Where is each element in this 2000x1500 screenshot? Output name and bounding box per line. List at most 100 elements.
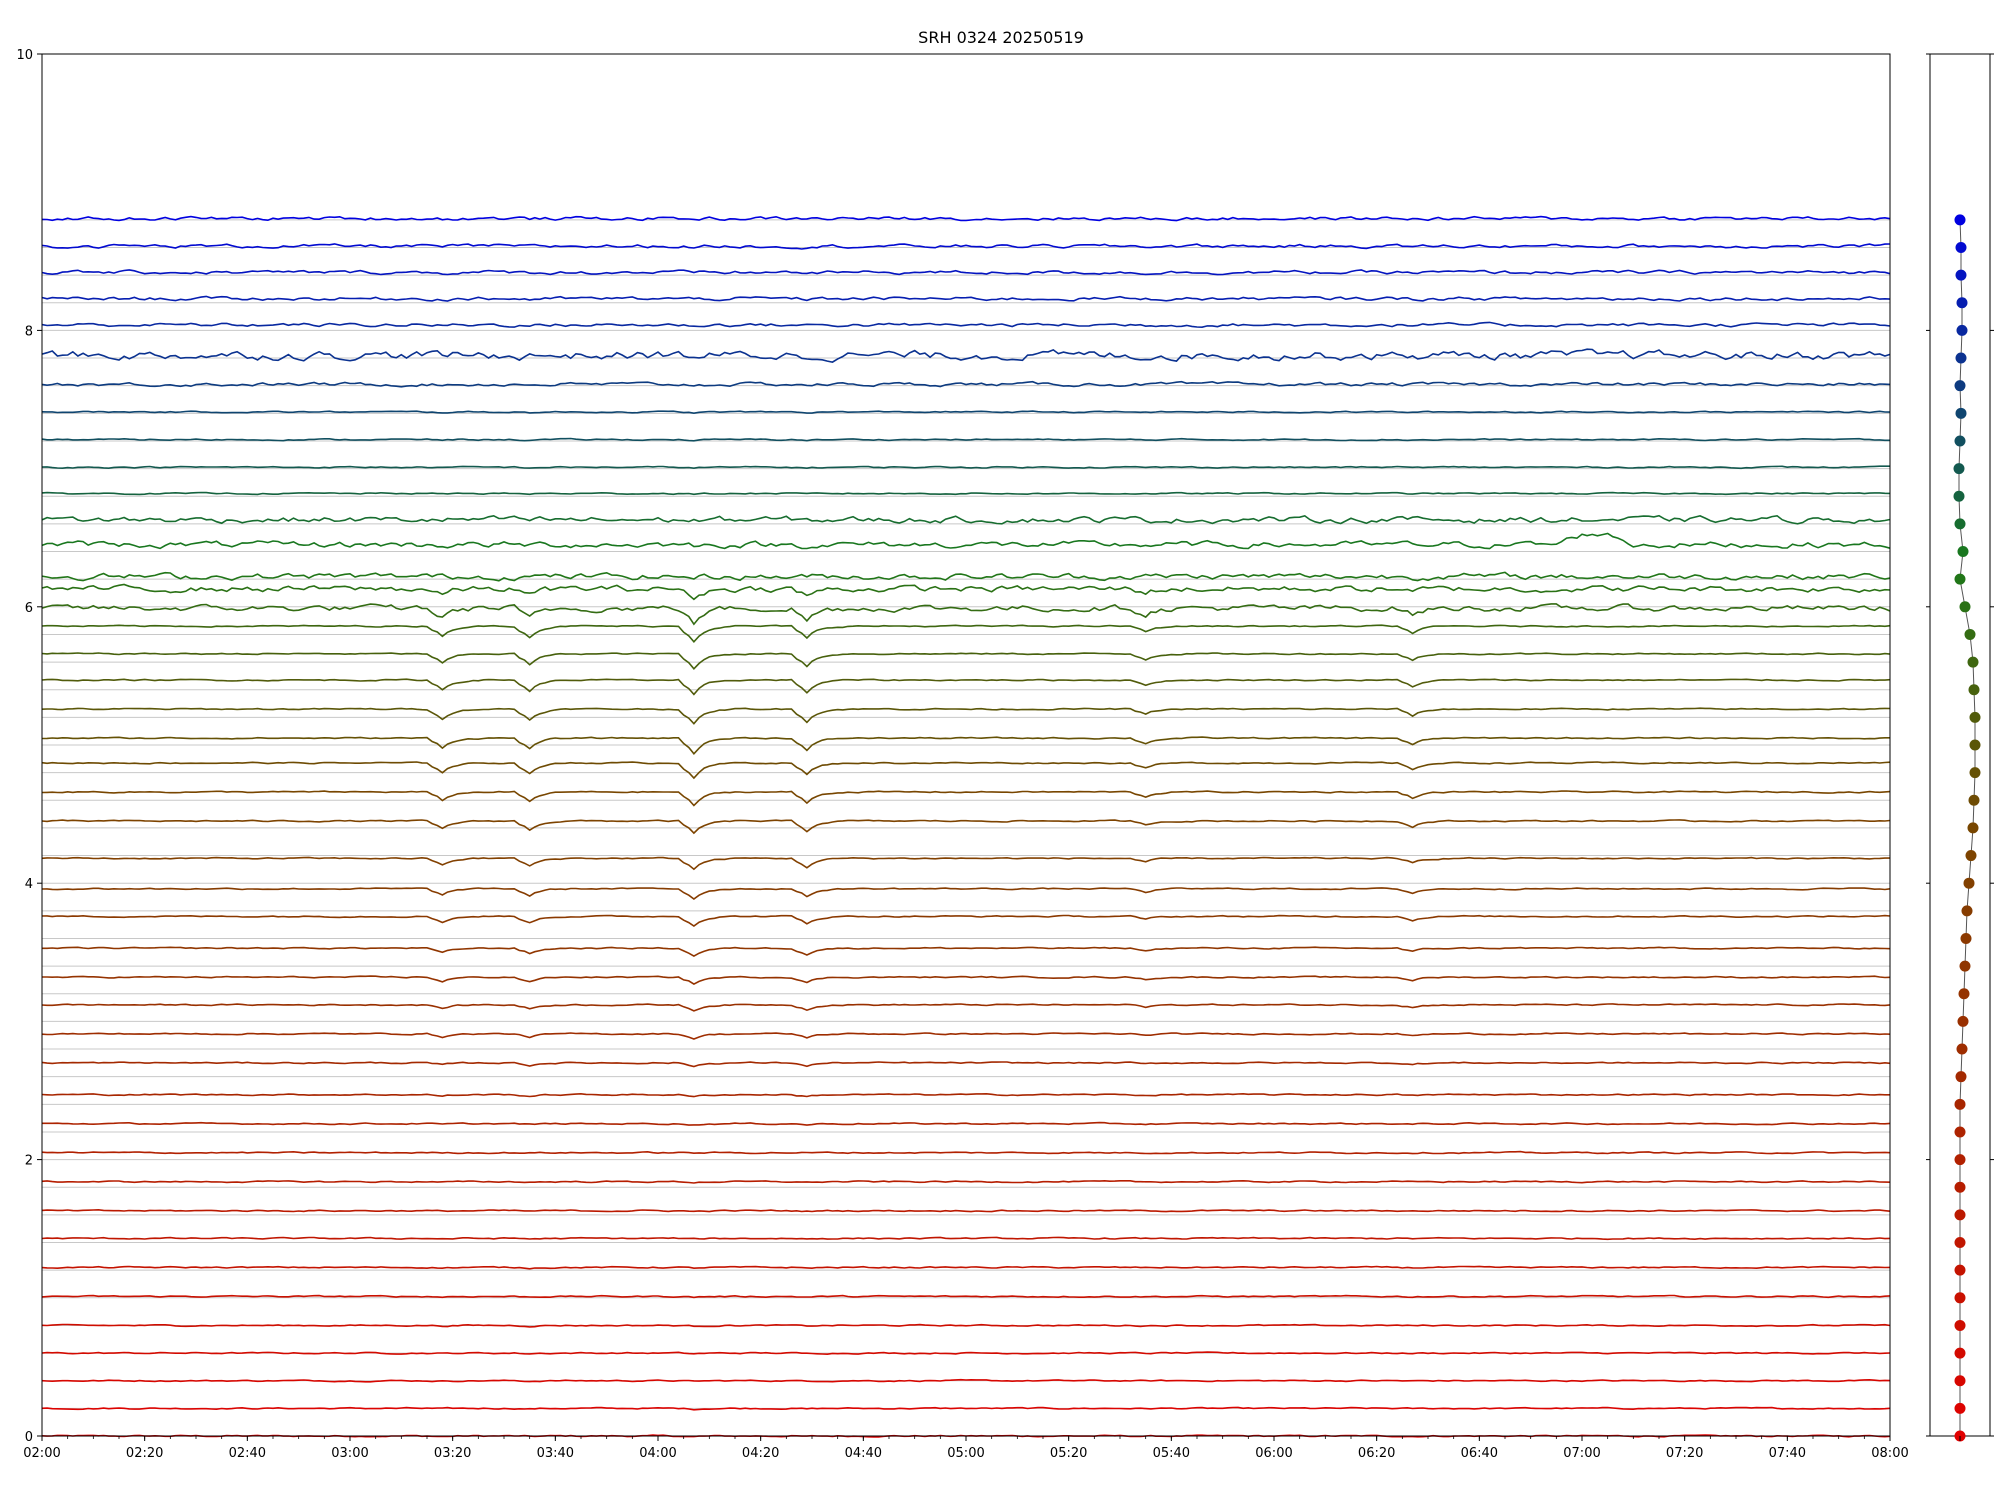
x-tick-label: 06:40: [1461, 1446, 1498, 1461]
side-point: [1956, 324, 1968, 336]
x-tick-label: 06:00: [1255, 1446, 1292, 1461]
side-point: [1959, 601, 1971, 613]
side-point: [1968, 684, 1980, 696]
side-scatter-panel: [1926, 53, 1994, 1442]
series-line: [41, 269, 1891, 276]
side-point: [1954, 1154, 1966, 1166]
side-point: [1957, 546, 1969, 558]
side-point: [1953, 463, 1965, 475]
series-line: [41, 380, 1891, 388]
series-line: [41, 761, 1891, 780]
series-line: [41, 1092, 1890, 1098]
series-line: [41, 243, 1891, 250]
x-tick-label: 07:40: [1769, 1446, 1806, 1461]
side-point: [1954, 573, 1966, 585]
series-line: [41, 914, 1891, 927]
x-tick-label: 02:00: [23, 1446, 60, 1461]
x-tick-label: 05:40: [1153, 1446, 1190, 1461]
side-point: [1954, 1181, 1966, 1193]
side-point: [1954, 1319, 1966, 1331]
series-line: [41, 707, 1891, 725]
side-point: [1956, 1043, 1968, 1055]
side-y-ticks: [1926, 53, 1994, 1441]
y-tick-label: 8: [25, 324, 33, 339]
series-line: [41, 1179, 1891, 1184]
side-point: [1961, 905, 1973, 917]
y-tick-label: 4: [25, 877, 33, 892]
x-tick-label: 05:20: [1050, 1446, 1087, 1461]
series-line: [41, 295, 1891, 302]
series-line: [41, 856, 1890, 871]
side-points: [1953, 214, 1981, 1442]
series-line: [41, 1378, 1891, 1383]
series-line: [41, 532, 1891, 550]
side-point: [1954, 1237, 1966, 1249]
x-tick-label: 07:00: [1563, 1446, 1600, 1461]
side-point: [1953, 490, 1965, 502]
series-line: [41, 819, 1891, 835]
series-line: [41, 1351, 1891, 1356]
series-line: [41, 1236, 1891, 1241]
side-point: [1958, 988, 1970, 1000]
side-point: [1954, 214, 1966, 226]
x-axis-ticks: 02:00 02:20 02:40 03:00 03:20 03:40 04:00 04:20…: [23, 1436, 1909, 1461]
side-point: [1965, 850, 1977, 862]
grid-lines: [42, 219, 1890, 1437]
x-tick-label: 05:00: [947, 1446, 984, 1461]
series-line: [41, 465, 1890, 470]
x-tick-label: 06:20: [1358, 1446, 1395, 1461]
series-line: [41, 624, 1891, 644]
side-point: [1954, 1098, 1966, 1110]
y-tick-label: 10: [16, 48, 33, 63]
series-line: [41, 652, 1891, 670]
x-tick-label: 03:40: [537, 1446, 574, 1461]
y-tick-label: 0: [25, 1430, 33, 1445]
side-point: [1955, 241, 1967, 253]
series-line: [41, 215, 1891, 222]
side-point: [1954, 1126, 1966, 1138]
series-line: [41, 1061, 1891, 1068]
side-point: [1954, 518, 1966, 530]
side-point: [1954, 1292, 1966, 1304]
side-point: [1955, 407, 1967, 419]
series-line: [41, 1032, 1891, 1040]
series-line: [41, 1294, 1891, 1299]
y-tick-label: 2: [25, 1154, 33, 1169]
side-point: [1955, 352, 1967, 364]
series-line: [42, 946, 1891, 958]
series-line: [41, 790, 1891, 807]
series-line: [42, 1121, 1891, 1126]
side-point: [1954, 1375, 1966, 1387]
series-line: [41, 321, 1891, 329]
series-line: [41, 887, 1891, 900]
series-line: [41, 491, 1891, 496]
series-line: [41, 736, 1890, 756]
side-point: [1956, 297, 1968, 309]
series-line: [41, 1323, 1891, 1328]
series-line: [41, 571, 1891, 582]
x-tick-label: 08:00: [1871, 1446, 1908, 1461]
series-line: [41, 1003, 1891, 1012]
series-line: [41, 1406, 1891, 1411]
x-tick-label: 02:40: [229, 1446, 266, 1461]
side-point: [1963, 877, 1975, 889]
series-line: [41, 514, 1891, 525]
side-point: [1955, 269, 1967, 281]
y-axis-ticks: 0 2 4 6 8 10: [16, 48, 42, 1445]
series-line: [41, 348, 1891, 363]
series-line: [41, 1265, 1891, 1270]
y-tick-label: 6: [25, 601, 33, 616]
x-tick-label: 03:00: [331, 1446, 368, 1461]
side-point: [1959, 960, 1971, 972]
side-point: [1954, 1264, 1966, 1276]
side-point: [1964, 628, 1976, 640]
side-point: [1960, 932, 1972, 944]
x-tick-label: 02:20: [126, 1446, 163, 1461]
series-line: [41, 583, 1891, 601]
series-line: [41, 1150, 1891, 1155]
side-point: [1969, 711, 1981, 723]
x-tick-label: 03:20: [434, 1446, 471, 1461]
series-line: [41, 1208, 1891, 1213]
side-point: [1955, 1071, 1967, 1083]
